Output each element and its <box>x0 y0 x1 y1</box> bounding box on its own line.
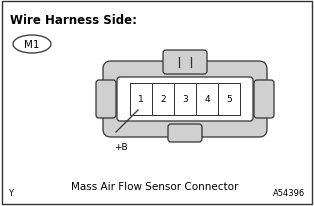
FancyBboxPatch shape <box>117 78 253 121</box>
FancyBboxPatch shape <box>96 81 116 118</box>
Text: M1: M1 <box>24 40 40 50</box>
Bar <box>174 84 196 115</box>
FancyBboxPatch shape <box>103 62 267 137</box>
FancyBboxPatch shape <box>163 51 207 75</box>
Bar <box>218 84 240 115</box>
Bar <box>130 84 152 115</box>
Text: 4: 4 <box>204 95 210 104</box>
Text: Wire Harness Side:: Wire Harness Side: <box>10 14 137 27</box>
Text: 5: 5 <box>226 95 232 104</box>
Text: 2: 2 <box>160 95 166 104</box>
FancyBboxPatch shape <box>168 124 202 142</box>
Text: +B: +B <box>114 142 127 151</box>
Text: 3: 3 <box>182 95 188 104</box>
FancyBboxPatch shape <box>254 81 274 118</box>
Text: 1: 1 <box>138 95 144 104</box>
Text: Mass Air Flow Sensor Connector: Mass Air Flow Sensor Connector <box>71 181 239 191</box>
Ellipse shape <box>13 36 51 54</box>
Text: Y: Y <box>8 188 13 197</box>
Text: A54396: A54396 <box>273 188 305 197</box>
Bar <box>152 84 174 115</box>
Bar <box>196 84 218 115</box>
